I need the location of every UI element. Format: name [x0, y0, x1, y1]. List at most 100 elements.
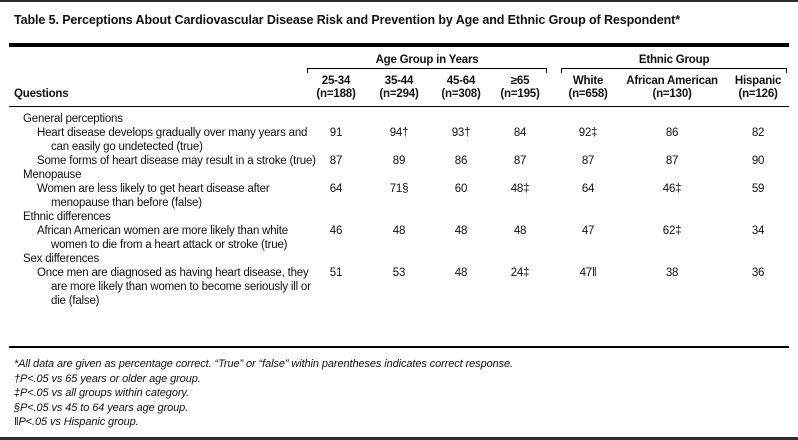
value-cell: 48 [454, 225, 468, 237]
question-cell: Once men are diagnosed as having heart d… [37, 267, 311, 307]
table-title: Table 5. Perceptions About Cardiovascula… [14, 13, 680, 27]
value-cell: 86 [454, 155, 468, 167]
value-cell: 36 [751, 267, 765, 279]
value-cell: 89 [392, 155, 406, 167]
section-label: Ethnic differences [23, 211, 111, 223]
ethnic-name: Hispanic [734, 75, 782, 87]
table-row-stroke: Some forms of heart disease may result i… [9, 154, 789, 168]
ethnic-group-label: Ethnic Group [638, 54, 710, 66]
age-group-bracket [307, 68, 548, 73]
bracket-spacer [9, 66, 305, 73]
col-header-age-2: 35-44 (n=294) [367, 73, 431, 107]
value-cell: 59 [751, 183, 765, 195]
questions-column-header: Questions [9, 73, 305, 107]
age-range: 35-44 [384, 75, 414, 87]
age-range: 45-64 [446, 75, 476, 87]
value-cell: 84 [513, 127, 527, 139]
col-header-age-4: ≥65 (n=195) [491, 73, 550, 107]
ethnic-bracket-cell [559, 66, 789, 73]
sample-size: (n=658) [568, 88, 608, 100]
value-cell: 94† [389, 127, 409, 139]
sample-size: (n=130) [652, 88, 692, 100]
footnote-asterisk: *All data are given as percentage correc… [14, 358, 514, 370]
table-row-men-diagnosed: Once men are diagnosed as having heart d… [9, 266, 789, 308]
sample-size: (n=126) [738, 88, 778, 100]
value-cell: 90 [751, 155, 765, 167]
value-cell: 38 [665, 267, 679, 279]
value-cell: 53 [392, 267, 406, 279]
table-row-menopause-risk: Women are less likely to get heart disea… [9, 182, 789, 210]
value-cell: 62‡ [662, 225, 682, 237]
footnote-parallel-mark: ‖P<.05 vs Hispanic group. [14, 416, 139, 428]
ethnic-group-bracket [561, 68, 788, 73]
col-header-ethnic-white: White (n=658) [559, 73, 618, 107]
section-row-menopause: Menopause [9, 168, 789, 182]
footnote-section-mark: §P<.05 vs 45 to 64 years age group. [14, 401, 189, 414]
sample-size: (n=294) [379, 88, 419, 100]
question-cell: Heart disease develops gradually over ma… [37, 127, 308, 153]
table-row-heart-disease-gradual: Heart disease develops gradually over ma… [9, 126, 789, 154]
value-cell: 34 [751, 225, 765, 237]
row-gap [549, 126, 559, 154]
age-range: ≥65 [510, 75, 530, 87]
bracket-gap [549, 66, 559, 73]
col-gap [549, 73, 560, 107]
footnote-dagger: †P<.05 vs 65 years or older age group. [14, 372, 201, 385]
age-group-label: Age Group in Years [375, 54, 479, 66]
col-header-age-1: 25-34 (n=188) [305, 73, 367, 107]
footnotes-block: *All data are given as percentage correc… [9, 348, 789, 430]
value-cell: 46‡ [662, 183, 682, 195]
value-cell: 87 [665, 155, 679, 167]
footnote-rule [9, 346, 789, 348]
value-cell: 71§ [389, 183, 409, 195]
row-gap [549, 266, 559, 308]
value-cell: 47 [581, 225, 595, 237]
value-cell: 48‡ [510, 183, 530, 195]
question-cell: Some forms of heart disease may result i… [37, 155, 316, 167]
value-cell: 48 [513, 225, 527, 237]
value-cell: 92‡ [578, 127, 598, 139]
value-cell: 93† [451, 127, 471, 139]
section-row-ethnic-differences: Ethnic differences [9, 210, 789, 224]
value-cell: 46 [329, 225, 343, 237]
ethnic-name: African American [626, 75, 718, 87]
perceptions-table: Age Group in Years Ethnic Group Question… [9, 47, 790, 308]
row-gap [549, 182, 559, 210]
value-cell: 48 [454, 267, 468, 279]
question-cell: Women are less likely to get heart disea… [37, 183, 270, 209]
footnote-double-dagger: ‡P<.05 vs all groups within category. [14, 387, 189, 399]
value-cell: 47‖ [579, 267, 597, 279]
value-cell: 87 [581, 155, 595, 167]
title-rule [9, 43, 789, 47]
col-header-age-3: 45-64 (n=308) [431, 73, 491, 107]
section-row-sex-differences: Sex differences [9, 252, 789, 266]
col-header-ethnic-african-american: African American (n=130) [617, 73, 728, 107]
col-header-ethnic-hispanic: Hispanic (n=126) [727, 73, 790, 107]
value-cell: 64 [581, 183, 595, 195]
sample-size: (n=195) [500, 88, 540, 100]
header-spacer [9, 47, 305, 66]
value-cell: 51 [329, 267, 343, 279]
question-cell: African American women are more likely t… [37, 225, 288, 251]
row-gap [549, 224, 559, 252]
value-cell: 82 [751, 127, 765, 139]
age-range: 25-34 [321, 75, 351, 87]
value-cell: 24‡ [510, 267, 530, 279]
section-row-general-perceptions: General perceptions [9, 107, 789, 127]
value-cell: 60 [454, 183, 468, 195]
value-cell: 48 [392, 225, 406, 237]
ethnic-name: White [572, 75, 604, 87]
section-label: General perceptions [23, 113, 123, 125]
table-row-african-american-women: African American women are more likely t… [9, 224, 789, 252]
group-gap [549, 47, 559, 66]
sample-size: (n=188) [316, 88, 356, 100]
value-cell: 87 [513, 155, 527, 167]
row-gap [549, 154, 559, 168]
value-cell: 86 [665, 127, 679, 139]
sample-size: (n=308) [441, 88, 481, 100]
section-label: Menopause [23, 169, 82, 181]
value-cell: 64 [329, 183, 343, 195]
value-cell: 91 [329, 127, 343, 139]
section-label: Sex differences [23, 253, 100, 265]
